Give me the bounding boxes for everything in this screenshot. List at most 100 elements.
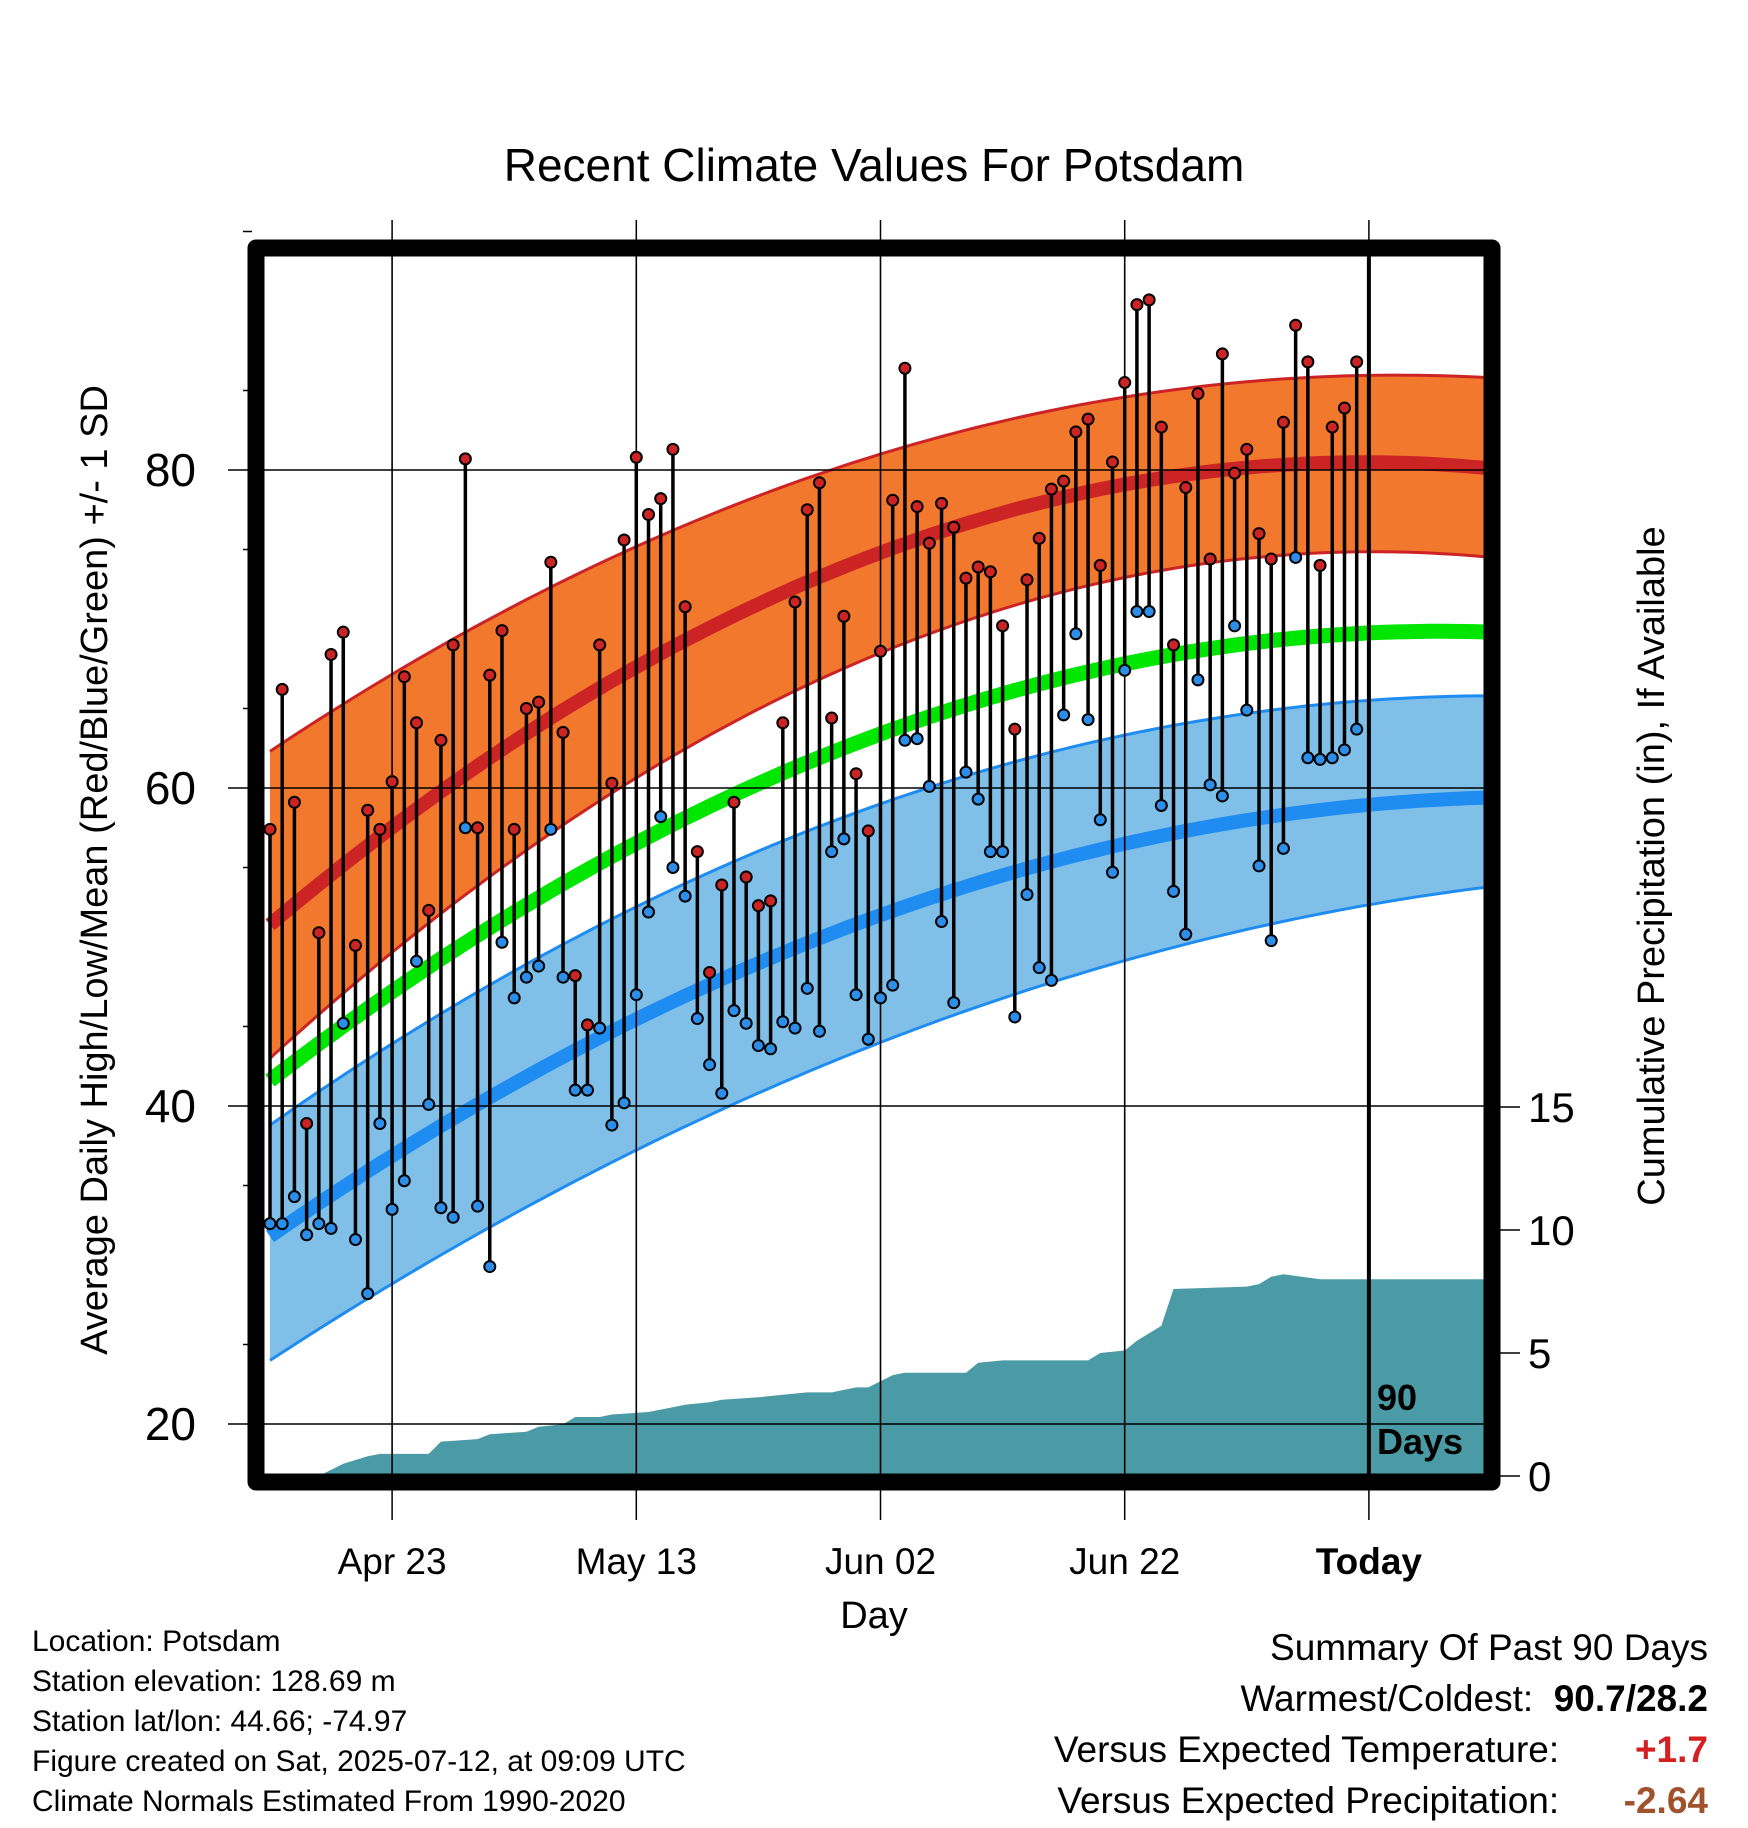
daily-high-point xyxy=(1228,466,1242,480)
daily-high-point xyxy=(617,533,631,547)
daily-high-point xyxy=(1203,552,1217,566)
daily-low-point xyxy=(1057,708,1071,722)
daily-low-point xyxy=(996,845,1010,859)
daily-low-point xyxy=(703,1058,717,1072)
daily-high-point xyxy=(397,670,411,684)
daily-high-point xyxy=(1240,442,1254,456)
daily-low-point xyxy=(324,1221,338,1235)
normals-text: Climate Normals Estimated From 1990-2020 xyxy=(32,1785,626,1818)
elevation-text: Station elevation: 128.69 m xyxy=(32,1665,396,1698)
daily-low-point xyxy=(1215,789,1229,803)
daily-high-point xyxy=(654,492,668,506)
daily-high-point xyxy=(874,644,887,658)
daily-low-point xyxy=(287,1190,301,1204)
daily-low-point xyxy=(1167,884,1181,898)
daily-high-point xyxy=(324,647,338,661)
daily-low-point xyxy=(348,1233,362,1247)
daily-high-point xyxy=(519,702,533,715)
daily-low-point xyxy=(373,1116,387,1130)
daily-low-point xyxy=(458,821,472,835)
daily-high-point xyxy=(849,767,863,781)
station-info: Location: Potsdam Station elevation: 128… xyxy=(32,1622,686,1822)
daily-low-point xyxy=(739,1016,753,1030)
warm-cold-row: Warmest/Coldest: 90.7/28.2 xyxy=(1054,1673,1708,1724)
daily-low-point xyxy=(1142,605,1156,619)
daily-low-point xyxy=(1179,927,1193,941)
daily-high-point xyxy=(1118,376,1132,390)
daily-high-point xyxy=(703,965,717,979)
daily-low-point xyxy=(263,1217,277,1231)
daily-high-point xyxy=(922,536,936,550)
x-tick-label: Today xyxy=(1316,1541,1423,1582)
daily-low-point xyxy=(1130,605,1144,619)
plot-frame xyxy=(247,239,1501,1491)
daily-high-point xyxy=(458,452,472,466)
daily-low-point xyxy=(361,1287,375,1301)
daily-low-point xyxy=(861,1032,875,1046)
daily-low-point xyxy=(959,765,973,779)
daily-low-point xyxy=(1203,778,1217,792)
daily-low-point xyxy=(886,978,900,992)
daily-low-point xyxy=(727,1004,741,1018)
warm-cold-value: 90.7/28.2 xyxy=(1553,1678,1708,1719)
daily-low-point xyxy=(1020,888,1034,902)
daily-low-point xyxy=(812,1024,826,1038)
daily-high-point xyxy=(1289,318,1303,332)
daily-high-point xyxy=(605,776,619,790)
daily-high-point xyxy=(959,571,973,585)
daily-high-point xyxy=(348,938,362,952)
daily-low-point xyxy=(580,1083,594,1097)
daily-high-point xyxy=(1069,425,1083,439)
daily-low-point xyxy=(275,1217,289,1231)
daily-high-point xyxy=(1008,722,1022,736)
daily-low-point xyxy=(825,845,839,859)
daily-high-point xyxy=(935,496,949,510)
daily-low-point xyxy=(483,1260,497,1274)
daily-high-point xyxy=(898,361,912,375)
low-sd-band xyxy=(270,695,1486,1361)
daily-high-point xyxy=(312,926,326,940)
daily-high-point xyxy=(886,493,900,507)
daily-low-point xyxy=(1191,673,1205,687)
daily-low-point xyxy=(666,861,680,874)
daily-low-point xyxy=(1264,934,1278,948)
x-tick-label: May 13 xyxy=(576,1541,697,1582)
daily-low-point xyxy=(910,732,924,746)
x-tick-label: Apr 23 xyxy=(338,1541,447,1582)
daily-low-point xyxy=(410,954,424,968)
daily-high-point xyxy=(1130,298,1144,312)
y-tick-label: 20 xyxy=(145,1398,196,1450)
x-tick-label: Jun 02 xyxy=(825,1541,936,1582)
y-tick-label: 60 xyxy=(145,762,196,814)
daily-low-point xyxy=(849,988,863,1002)
daily-high-point xyxy=(666,442,680,456)
daily-low-point xyxy=(947,996,961,1010)
daily-high-point xyxy=(1252,527,1266,541)
precip-value: -2.64 xyxy=(1623,1780,1708,1821)
daily-low-point xyxy=(507,991,521,1005)
daily-low-point xyxy=(1325,751,1339,765)
y-tick-label: 80 xyxy=(145,444,196,496)
daily-high-point xyxy=(263,822,277,836)
chart-title: Recent Climate Values For Potsdam xyxy=(504,139,1245,191)
daily-high-point xyxy=(1325,420,1339,434)
daily-low-point xyxy=(629,988,643,1002)
x-axis-label: Day xyxy=(840,1595,908,1637)
daily-low-point xyxy=(678,889,692,903)
daily-high-point xyxy=(776,716,790,730)
daily-high-point xyxy=(861,824,875,838)
daily-high-point xyxy=(1020,573,1034,587)
daily-high-point xyxy=(471,821,485,835)
daily-low-point xyxy=(715,1086,729,1100)
daily-low-point xyxy=(764,1042,778,1056)
daily-low-point xyxy=(532,959,546,973)
daily-high-point xyxy=(287,795,301,809)
daily-low-point xyxy=(434,1201,448,1215)
daily-low-point xyxy=(788,1021,802,1035)
warm-cold-label: Warmest/Coldest: xyxy=(1240,1678,1534,1719)
created-text: Figure created on Sat, 2025-07-12, at 09… xyxy=(32,1745,686,1778)
daily-high-point xyxy=(751,899,765,913)
daily-low-point xyxy=(654,810,668,824)
latlon-text: Station lat/lon: 44.66; -74.97 xyxy=(32,1705,408,1738)
daily-low-point xyxy=(1044,973,1058,987)
